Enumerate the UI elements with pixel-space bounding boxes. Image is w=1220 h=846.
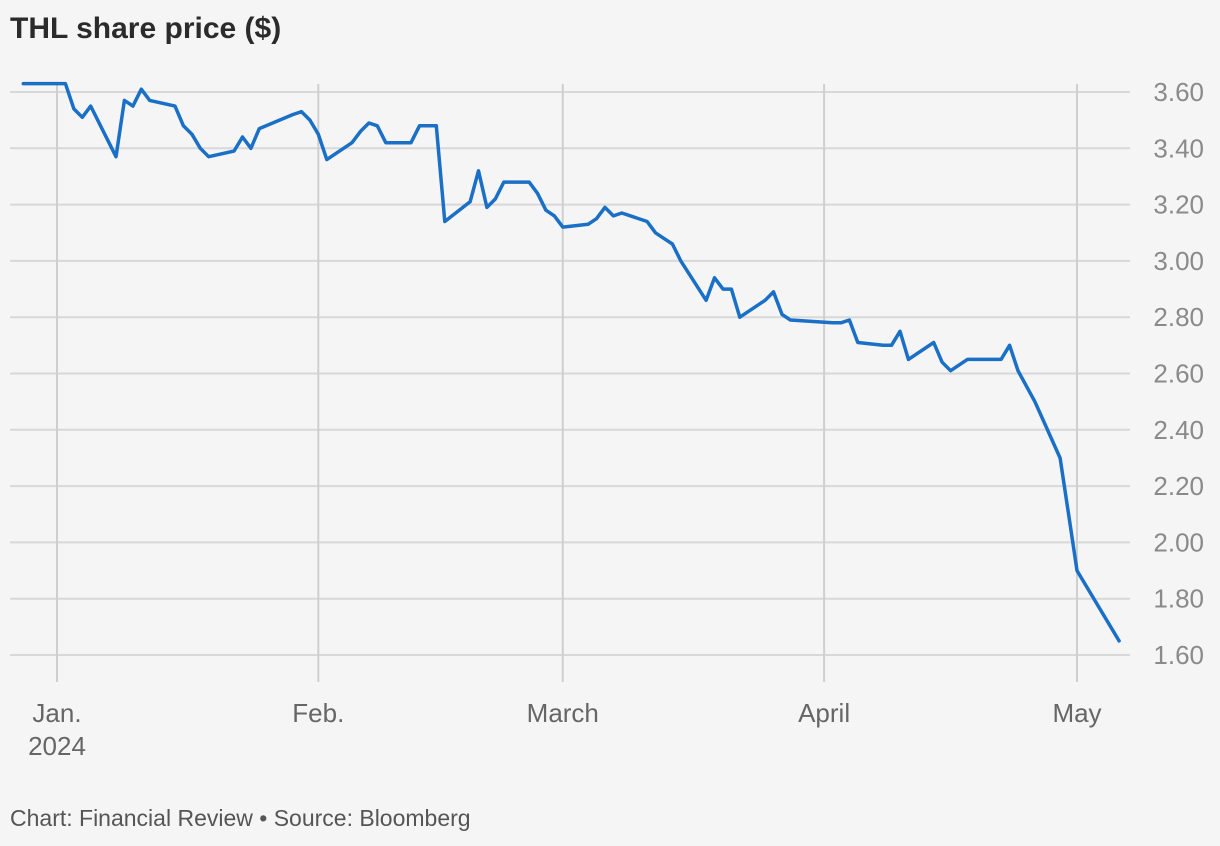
grid-layer — [10, 91, 1130, 656]
share-price-line — [21, 81, 1121, 643]
y-tick-label: 3.20 — [1153, 190, 1204, 220]
y-tick-label: 2.60 — [1153, 359, 1204, 389]
y-tick-label: 1.80 — [1153, 584, 1204, 614]
y-tick-label: 2.20 — [1153, 471, 1204, 501]
x-tick-label: Jan. — [32, 698, 81, 728]
x-tick-sublabel: 2024 — [28, 731, 86, 761]
y-tick-label: 1.60 — [1153, 640, 1204, 670]
line-chart: Jan.2024 Feb. March April May 1.60 1.80 2.00 2.… — [10, 77, 1204, 761]
y-tick-label: 2.80 — [1153, 302, 1204, 332]
y-tick-label: 3.60 — [1153, 77, 1204, 107]
x-tick-label: March — [527, 698, 599, 728]
y-axis: 1.60 1.80 2.00 2.20 2.40 2.60 2.80 3.00 3.20 3.40… — [1153, 77, 1204, 670]
y-tick-label: 3.40 — [1153, 133, 1204, 163]
series-layer — [21, 81, 1121, 643]
y-tick-label: 2.40 — [1153, 415, 1204, 445]
chart-title: THL share price ($) — [10, 12, 282, 45]
x-axis: Jan.2024 Feb. March April May — [28, 84, 1102, 761]
chart-source-note: Chart: Financial Review • Source: Bloomb… — [10, 805, 471, 831]
x-tick-label: April — [798, 698, 850, 728]
y-tick-label: 2.00 — [1153, 527, 1204, 557]
y-tick-label: 3.00 — [1153, 246, 1204, 276]
x-tick-label: May — [1052, 698, 1101, 728]
x-tick-label: Feb. — [292, 698, 344, 728]
